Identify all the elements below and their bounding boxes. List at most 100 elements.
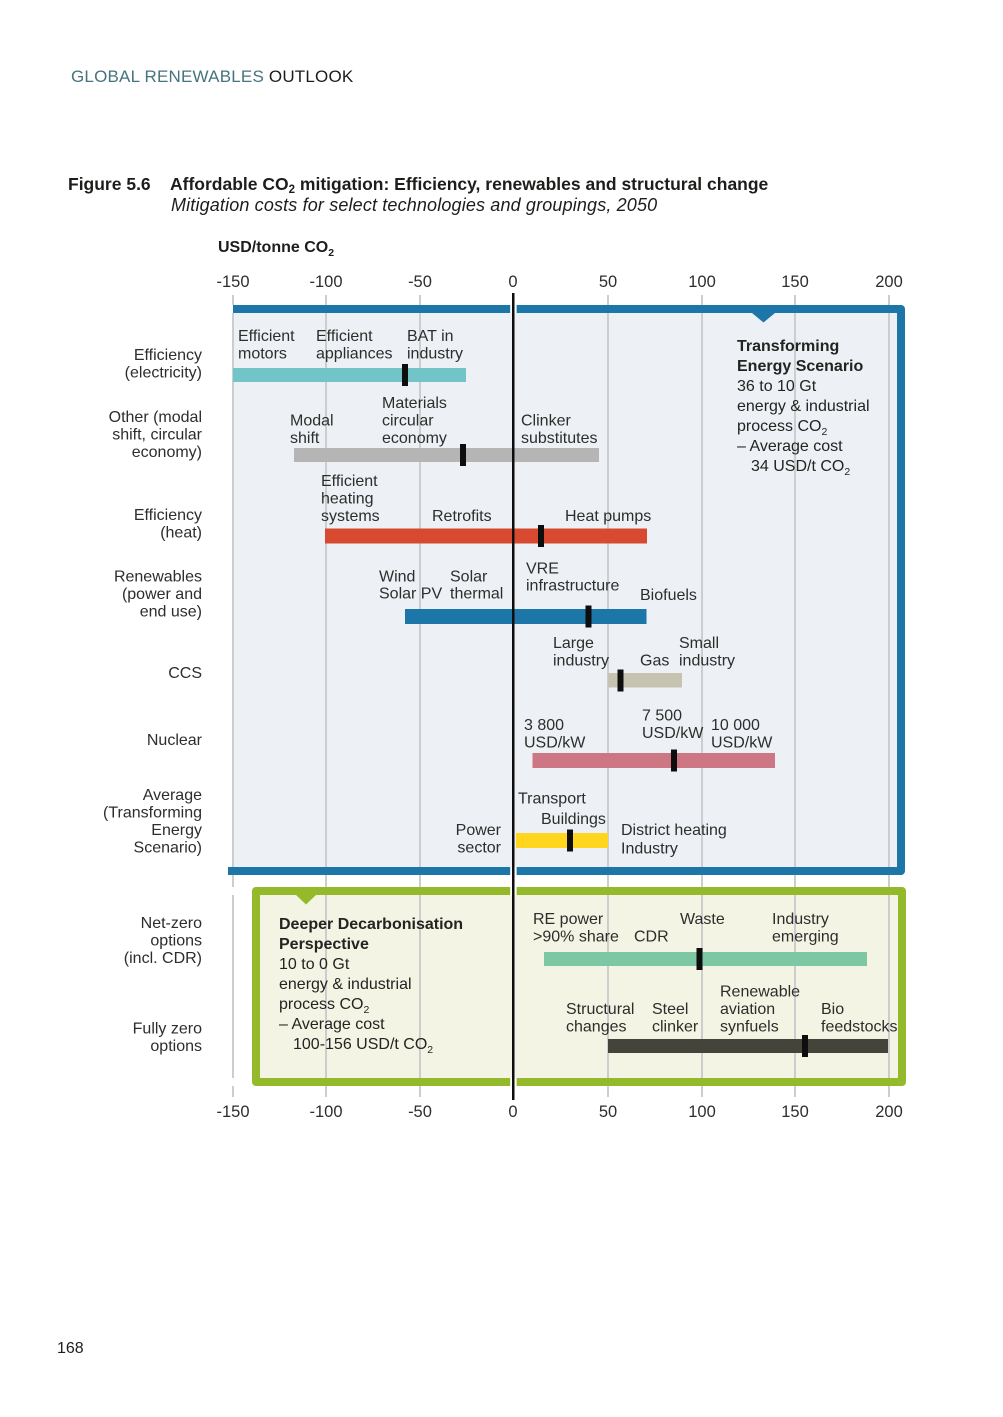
svg-text:heating: heating xyxy=(321,491,374,508)
svg-text:Nuclear: Nuclear xyxy=(147,732,203,749)
svg-text:168: 168 xyxy=(57,1340,84,1357)
svg-text:RE power: RE power xyxy=(533,911,604,928)
svg-text:100-156 USD/t CO2: 100-156 USD/t CO2 xyxy=(293,1036,433,1056)
svg-text:Materials: Materials xyxy=(382,395,447,412)
svg-text:GLOBAL RENEWABLES OUTLOOK: GLOBAL RENEWABLES OUTLOOK xyxy=(71,67,354,86)
svg-text:36 to 10 Gt: 36 to 10 Gt xyxy=(737,378,817,395)
svg-text:Transforming: Transforming xyxy=(737,338,839,355)
svg-text:Average: Average xyxy=(143,787,202,804)
svg-text:feedstocks: feedstocks xyxy=(821,1019,897,1036)
svg-text:Other (modal: Other (modal xyxy=(109,409,202,426)
svg-text:industry: industry xyxy=(407,346,463,363)
svg-text:CCS: CCS xyxy=(168,665,202,682)
svg-text:3 800: 3 800 xyxy=(524,717,564,734)
svg-text:Gas: Gas xyxy=(640,653,669,670)
svg-text:Wind: Wind xyxy=(379,569,415,586)
svg-text:Affordable CO2 mitigation: Eff: Affordable CO2 mitigation: Efficiency, r… xyxy=(170,174,769,196)
svg-text:Structural: Structural xyxy=(566,1001,634,1018)
svg-text:50: 50 xyxy=(599,1103,617,1121)
svg-text:50: 50 xyxy=(599,273,617,291)
svg-text:sector: sector xyxy=(457,840,501,857)
svg-text:District heating: District heating xyxy=(621,822,727,839)
svg-text:process CO2: process CO2 xyxy=(737,418,827,438)
svg-text:USD/tonne CO2: USD/tonne CO2 xyxy=(218,239,334,259)
svg-text:(Transforming: (Transforming xyxy=(103,805,202,822)
svg-text:-150: -150 xyxy=(216,273,249,291)
svg-text:Clinker: Clinker xyxy=(521,413,571,430)
svg-text:circular: circular xyxy=(382,413,434,430)
svg-text:CDR: CDR xyxy=(634,929,669,946)
svg-text:Efficient: Efficient xyxy=(321,473,378,490)
svg-text:Heat pumps: Heat pumps xyxy=(565,508,651,525)
svg-text:Buildings: Buildings xyxy=(541,811,606,828)
svg-text:Solar: Solar xyxy=(450,569,488,586)
svg-text:BAT in: BAT in xyxy=(407,328,454,345)
svg-text:-150: -150 xyxy=(216,1103,249,1121)
svg-text:end use): end use) xyxy=(140,604,202,621)
svg-text:(heat): (heat) xyxy=(160,525,202,542)
svg-text:Retrofits: Retrofits xyxy=(432,508,492,525)
svg-text:(incl. CDR): (incl. CDR) xyxy=(124,950,202,967)
svg-text:Power: Power xyxy=(456,822,502,839)
svg-text:energy & industrial: energy & industrial xyxy=(279,976,412,993)
svg-text:150: 150 xyxy=(781,273,809,291)
svg-text:VRE: VRE xyxy=(526,561,559,578)
svg-text:Net-zero: Net-zero xyxy=(141,915,202,932)
svg-text:100: 100 xyxy=(688,1103,716,1121)
svg-text:Energy: Energy xyxy=(151,822,202,839)
svg-text:industry: industry xyxy=(679,653,735,670)
svg-text:infrastructure: infrastructure xyxy=(526,578,619,595)
svg-text:shift: shift xyxy=(290,430,320,447)
svg-text:Efficiency: Efficiency xyxy=(134,347,202,364)
svg-text:shift, circular: shift, circular xyxy=(112,427,202,444)
svg-text:>90% share: >90% share xyxy=(533,929,619,946)
svg-text:Industry: Industry xyxy=(772,911,829,928)
svg-text:(power and: (power and xyxy=(122,586,202,603)
svg-text:Renewables: Renewables xyxy=(114,569,202,586)
svg-text:emerging: emerging xyxy=(772,929,839,946)
svg-text:Biofuels: Biofuels xyxy=(640,587,697,604)
svg-text:motors: motors xyxy=(238,346,287,363)
svg-text:200: 200 xyxy=(875,273,903,291)
svg-text:options: options xyxy=(150,1038,202,1055)
svg-text:clinker: clinker xyxy=(652,1019,699,1036)
svg-text:economy): economy) xyxy=(132,444,202,461)
svg-text:0: 0 xyxy=(508,1103,517,1121)
svg-text:aviation: aviation xyxy=(720,1001,775,1018)
svg-text:Efficient: Efficient xyxy=(316,328,373,345)
svg-text:0: 0 xyxy=(508,273,517,291)
svg-text:150: 150 xyxy=(781,1103,809,1121)
svg-text:Deeper Decarbonisation: Deeper Decarbonisation xyxy=(279,916,463,933)
svg-text:synfuels: synfuels xyxy=(720,1019,779,1036)
svg-text:100: 100 xyxy=(688,273,716,291)
svg-text:appliances: appliances xyxy=(316,346,393,363)
svg-text:Energy Scenario: Energy Scenario xyxy=(737,358,864,375)
svg-text:Waste: Waste xyxy=(680,911,725,928)
svg-text:-100: -100 xyxy=(309,273,342,291)
svg-text:USD/kW: USD/kW xyxy=(711,735,773,752)
svg-text:Steel: Steel xyxy=(652,1001,688,1018)
svg-text:Industry: Industry xyxy=(621,841,678,858)
svg-text:Bio: Bio xyxy=(821,1001,844,1018)
svg-text:200: 200 xyxy=(875,1103,903,1121)
svg-text:-50: -50 xyxy=(408,273,432,291)
svg-text:-100: -100 xyxy=(309,1103,342,1121)
svg-text:10 000: 10 000 xyxy=(711,717,760,734)
svg-text:– Average cost: – Average cost xyxy=(279,1016,385,1033)
svg-text:thermal: thermal xyxy=(450,586,503,603)
svg-text:industry: industry xyxy=(553,653,609,670)
svg-text:Fully zero: Fully zero xyxy=(133,1021,202,1038)
svg-text:Efficient: Efficient xyxy=(238,328,295,345)
svg-text:USD/kW: USD/kW xyxy=(642,725,704,742)
svg-text:Figure 5.6: Figure 5.6 xyxy=(68,174,151,194)
svg-text:Renewable: Renewable xyxy=(720,984,800,1001)
svg-text:systems: systems xyxy=(321,508,380,525)
svg-text:7 500: 7 500 xyxy=(642,708,682,725)
svg-text:USD/kW: USD/kW xyxy=(524,735,586,752)
svg-text:Modal: Modal xyxy=(290,413,334,430)
svg-text:Perspective: Perspective xyxy=(279,936,369,953)
svg-text:-50: -50 xyxy=(408,1103,432,1121)
svg-text:Large: Large xyxy=(553,635,594,652)
svg-text:Solar PV: Solar PV xyxy=(379,586,442,603)
svg-text:changes: changes xyxy=(566,1019,627,1036)
